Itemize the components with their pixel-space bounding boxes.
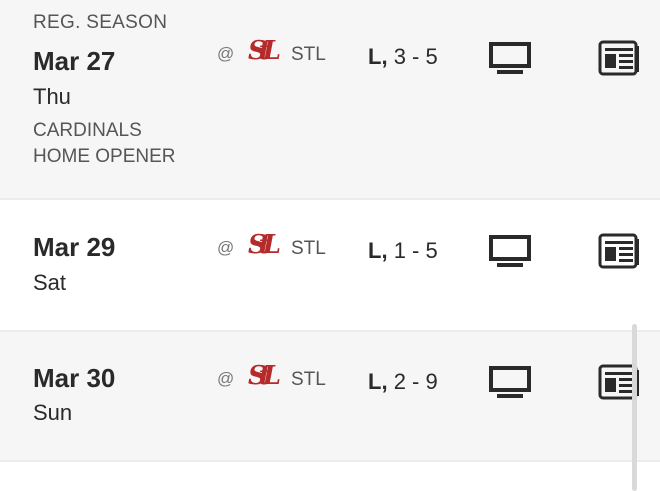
- game-day: Sun: [33, 400, 73, 425]
- game-row[interactable]: REG. SEASON Mar 27 Thu CARDINALS HOME OPE…: [0, 0, 660, 200]
- opponent-name[interactable]: STL: [291, 369, 326, 390]
- game-note: CARDINALS HOME OPENER: [33, 118, 233, 170]
- opponent-name[interactable]: STL: [291, 238, 326, 259]
- away-indicator: @: [217, 369, 235, 388]
- note-line: CARDINALS: [33, 120, 142, 141]
- note-line: HOME OPENER: [33, 146, 176, 167]
- cardinals-logo: StL: [248, 36, 281, 66]
- away-indicator: @: [217, 238, 235, 257]
- game-day: Sat: [33, 270, 67, 295]
- season-label: REG. SEASON: [33, 12, 168, 33]
- result-letter: L,: [368, 238, 388, 263]
- scrollbar[interactable]: [632, 324, 637, 491]
- game-result[interactable]: L, 1 - 5: [368, 238, 438, 264]
- score: 2 - 9: [393, 369, 438, 394]
- game-row[interactable]: Mar 30 Sun @ StL STL L, 2 - 9: [0, 332, 660, 462]
- tv-icon[interactable]: [489, 42, 533, 76]
- score: 3 - 5: [393, 44, 438, 69]
- game-result[interactable]: L, 3 - 5: [368, 44, 438, 70]
- tv-icon[interactable]: [489, 366, 533, 400]
- tv-icon[interactable]: [489, 235, 533, 269]
- opponent-name[interactable]: STL: [291, 44, 326, 65]
- cardinals-logo: StL: [248, 230, 281, 260]
- newspaper-icon[interactable]: [598, 40, 642, 78]
- score: 1 - 5: [393, 238, 438, 263]
- game-date: Mar 30: [33, 363, 116, 393]
- result-letter: L,: [368, 369, 388, 394]
- newspaper-icon[interactable]: [598, 233, 642, 271]
- result-letter: L,: [368, 44, 388, 69]
- game-row[interactable]: Mar 29 Sat @ StL STL L, 1 - 5: [0, 200, 660, 332]
- game-date: Mar 29: [33, 232, 116, 262]
- game-day: Thu: [33, 84, 71, 109]
- game-date: Mar 27: [33, 46, 116, 76]
- cardinals-logo: StL: [248, 361, 281, 391]
- game-result[interactable]: L, 2 - 9: [368, 369, 438, 395]
- away-indicator: @: [217, 44, 235, 63]
